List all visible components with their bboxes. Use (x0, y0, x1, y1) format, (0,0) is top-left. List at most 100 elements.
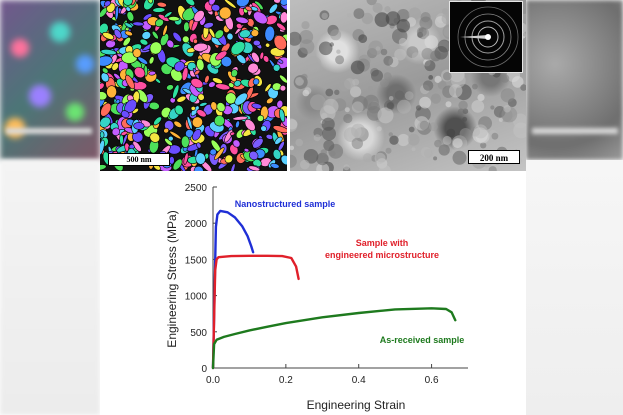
grain (232, 139, 241, 148)
y-tick-label: 2000 (185, 219, 208, 230)
tem-particle (511, 76, 524, 88)
background-blur-bottom-left (0, 160, 100, 415)
tem-particle (299, 39, 315, 54)
grain (132, 21, 145, 27)
grain (194, 69, 200, 76)
grain (186, 116, 193, 130)
series-label-2: engineered microstructure (325, 250, 439, 260)
tem-particle (480, 142, 487, 149)
grain (272, 125, 287, 134)
tem-particle (421, 48, 434, 60)
grain (115, 99, 121, 104)
tem-particle (513, 122, 526, 139)
grain (197, 93, 205, 101)
tem-particle (452, 150, 467, 165)
grain (253, 11, 268, 25)
tem-particle (520, 84, 526, 91)
tem-particle (488, 166, 497, 171)
tem-particle (361, 12, 374, 25)
grain (181, 67, 189, 81)
grain (215, 50, 228, 61)
tem-particle (437, 39, 451, 53)
grain (191, 116, 203, 128)
series-label-1: Nanostructured sample (235, 199, 336, 209)
tem-particle (442, 8, 449, 15)
ebsd-grains (100, 0, 287, 171)
grain (212, 77, 223, 85)
grain (100, 22, 109, 35)
grain (279, 0, 287, 6)
tem-particle (397, 99, 411, 114)
grain (190, 106, 196, 111)
tem-particle (419, 96, 431, 109)
ebsd-scale-label: 500 nm (126, 155, 152, 164)
tem-particle (351, 101, 364, 113)
tem-particle (346, 13, 352, 18)
grain (232, 116, 248, 121)
grain (132, 48, 142, 58)
tem-particle (371, 69, 383, 82)
tem-particle (358, 34, 368, 43)
tem-particle (408, 126, 415, 133)
tem-scale-label: 200 nm (479, 153, 509, 163)
tem-particle (385, 147, 392, 154)
diffraction-pattern-inset (449, 1, 523, 73)
tem-particle (301, 21, 310, 30)
grain (176, 95, 187, 103)
background-blur-bottom-right (526, 160, 623, 415)
tem-particle (377, 107, 394, 124)
tem-particle (383, 55, 394, 66)
tem-particle (336, 49, 341, 54)
diffraction-rings (457, 6, 519, 68)
tem-particle (429, 122, 438, 132)
tem-particle (352, 78, 360, 86)
grain (215, 83, 231, 91)
tem-particle (350, 86, 362, 98)
grain (218, 6, 232, 20)
tem-particle (368, 40, 383, 56)
tem-particle (442, 135, 452, 145)
tem-particle (368, 86, 373, 91)
tem-particle (304, 87, 312, 95)
background-strip (6, 128, 92, 134)
tem-particle (449, 84, 463, 98)
grain (252, 137, 264, 149)
grain (208, 0, 217, 6)
grain (111, 62, 119, 71)
grain (213, 115, 226, 127)
grain (252, 78, 260, 86)
grain (235, 16, 249, 24)
grain (164, 11, 173, 18)
grain (230, 69, 238, 78)
grain (100, 116, 111, 128)
grain (228, 82, 235, 88)
grain (260, 125, 267, 132)
grain (279, 85, 287, 92)
grain (224, 154, 234, 164)
grain (103, 0, 111, 7)
grain (154, 18, 164, 27)
grain (251, 51, 260, 63)
grain (182, 35, 190, 43)
grain (196, 58, 205, 71)
grain (230, 41, 246, 55)
grain (168, 16, 180, 22)
tem-particle (300, 159, 310, 170)
tem-particle (503, 104, 511, 113)
chart-series-labels: Nanostructured sample Sample with engineer… (235, 199, 465, 345)
tem-particle (408, 7, 422, 20)
chart-series (211, 209, 457, 370)
grain (251, 103, 262, 109)
tem-particle (323, 140, 335, 151)
grain (152, 7, 166, 13)
tem-particle (290, 154, 297, 168)
grain (100, 164, 107, 171)
grain (122, 36, 131, 47)
grain (264, 25, 275, 42)
grain (229, 131, 235, 136)
grain (192, 38, 198, 44)
grain (149, 41, 162, 55)
grain (125, 6, 131, 12)
grain (272, 64, 281, 72)
grain (102, 32, 115, 40)
